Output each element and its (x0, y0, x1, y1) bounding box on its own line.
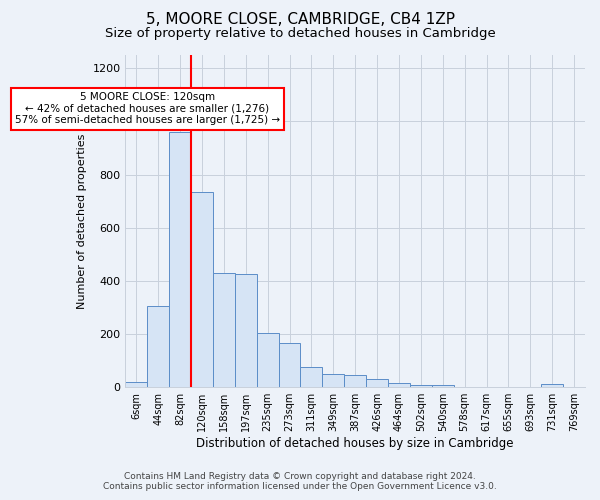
X-axis label: Distribution of detached houses by size in Cambridge: Distribution of detached houses by size … (196, 437, 514, 450)
Text: 5, MOORE CLOSE, CAMBRIDGE, CB4 1ZP: 5, MOORE CLOSE, CAMBRIDGE, CB4 1ZP (146, 12, 455, 28)
Bar (344, 375, 366, 387)
Bar (169, 132, 191, 387)
Bar (301, 368, 322, 387)
Bar (541, 384, 563, 387)
Bar (148, 306, 169, 387)
Text: Size of property relative to detached houses in Cambridge: Size of property relative to detached ho… (104, 28, 496, 40)
Y-axis label: Number of detached properties: Number of detached properties (77, 134, 87, 309)
Bar (213, 273, 235, 387)
Bar (432, 384, 454, 387)
Bar (278, 344, 301, 387)
Bar (410, 384, 432, 387)
Bar (125, 382, 148, 387)
Bar (388, 383, 410, 387)
Bar (191, 192, 213, 387)
Bar (322, 374, 344, 387)
Bar (235, 274, 257, 387)
Bar (366, 379, 388, 387)
Bar (257, 332, 278, 387)
Text: Contains HM Land Registry data © Crown copyright and database right 2024.
Contai: Contains HM Land Registry data © Crown c… (103, 472, 497, 491)
Text: 5 MOORE CLOSE: 120sqm
← 42% of detached houses are smaller (1,276)
57% of semi-d: 5 MOORE CLOSE: 120sqm ← 42% of detached … (15, 92, 280, 126)
